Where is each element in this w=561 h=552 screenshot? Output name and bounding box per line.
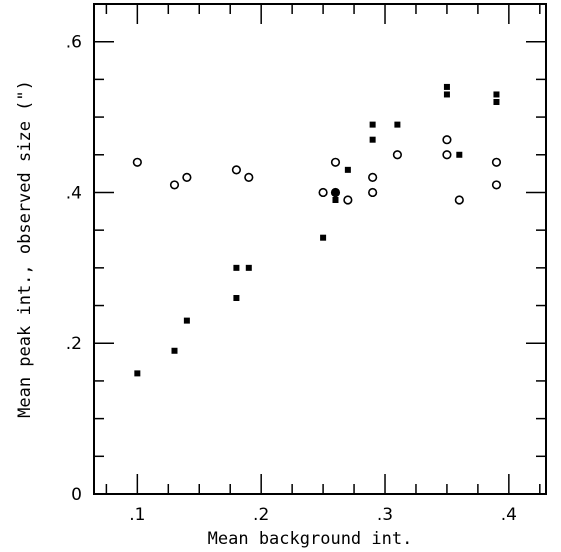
filled-square-point	[493, 99, 500, 105]
tick-labels: .1 .2 .3 .4 0 .2 .4 .6	[66, 33, 517, 525]
filled-square-point	[456, 151, 463, 158]
y-tick-label: .6	[66, 33, 82, 53]
open-circle-point	[442, 135, 452, 145]
filled-square-point	[332, 197, 339, 203]
filled-square-point	[369, 121, 376, 128]
filled-square-point	[245, 264, 252, 271]
open-circle-point	[330, 157, 341, 167]
filled-square-point	[320, 234, 327, 241]
filled-square-point	[233, 295, 240, 301]
x-tick-label: .3	[377, 505, 393, 525]
x-tick-label: .2	[253, 505, 269, 525]
filled-square-point	[394, 121, 401, 128]
open-circle-point	[442, 150, 452, 160]
y-tick-label: .2	[66, 334, 82, 354]
open-circle-point	[318, 187, 328, 198]
filled-square-point	[332, 189, 339, 196]
x-tick-label: .4	[501, 505, 517, 525]
plot-frame	[93, 3, 547, 495]
open-circle-point	[343, 195, 353, 205]
filled-square-point	[443, 91, 450, 98]
open-circle-point	[182, 172, 192, 182]
filled-square-point	[493, 91, 500, 98]
axis-ticks	[94, 3, 546, 495]
open-circle-point	[169, 180, 180, 190]
x-tick-label: .1	[129, 505, 145, 525]
filled-square-point	[233, 264, 240, 271]
open-circle-point	[244, 172, 254, 182]
open-circle-point	[330, 187, 341, 198]
open-circle-point	[132, 157, 142, 167]
filled-square-point	[344, 166, 351, 173]
open-circle-point	[454, 195, 464, 205]
filled-square-point	[171, 347, 178, 354]
open-circle-point	[368, 172, 378, 182]
data-markers	[132, 83, 502, 377]
filled-square-point	[183, 317, 190, 324]
open-circle-point	[392, 150, 402, 160]
open-circle-point	[491, 180, 502, 190]
open-circle-point	[491, 157, 502, 167]
y-axis-label: Mean peak int., observed size (")	[15, 80, 35, 418]
filled-square-point	[443, 83, 450, 90]
open-circle-point	[231, 165, 242, 175]
y-tick-label: .4	[66, 183, 82, 203]
filled-square-point	[369, 136, 376, 143]
open-circle-point	[368, 187, 378, 198]
y-tick-label: 0	[71, 485, 82, 505]
x-axis-label: Mean background int.	[208, 529, 413, 549]
filled-square-point	[134, 370, 141, 377]
